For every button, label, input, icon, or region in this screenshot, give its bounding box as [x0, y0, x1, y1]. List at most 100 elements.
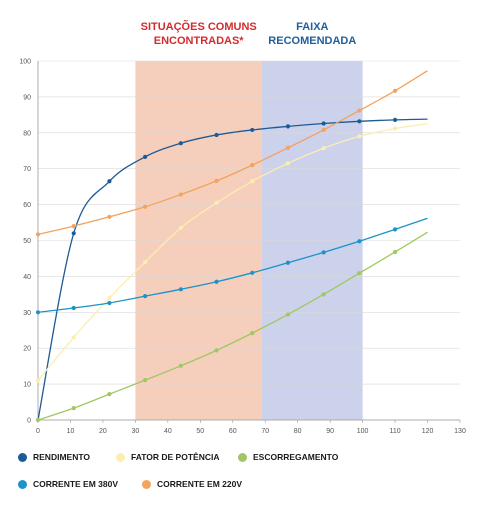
- series-line-fator-de-potencia: [37, 123, 428, 381]
- data-point-fator-de-potencia-7: [285, 161, 291, 166]
- data-point-corrente-em-380v-0: [35, 310, 41, 315]
- series-line-corrente-em-220v: [37, 70, 428, 236]
- y-tick-label-90: 90: [23, 94, 31, 101]
- data-point-corrente-em-380v-6: [250, 270, 255, 275]
- y-tick-label-30: 30: [23, 310, 31, 317]
- x-tick-label-90: 90: [326, 428, 334, 435]
- legend-marker-escorregamento: [238, 452, 247, 462]
- band-labels-layer: SITUAÇÕES COMUNS ENCONTRADAS* FAIXA RECOMEN…: [141, 20, 357, 47]
- data-point-escorregamento-6: [250, 331, 255, 336]
- legend-label-escorregamento: ESCORREGAMENTO: [253, 452, 339, 462]
- data-point-escorregamento-4: [178, 363, 183, 368]
- data-point-rendimento-2: [143, 154, 148, 159]
- data-point-fator-de-potencia-3: [143, 259, 148, 265]
- band-label-0-1: ENCONTRADAS*: [154, 35, 245, 47]
- y-tick-label-70: 70: [23, 166, 31, 173]
- data-point-corrente-em-380v-5: [214, 279, 219, 284]
- x-tick-label-100: 100: [357, 428, 369, 435]
- data-point-corrente-em-220v-2: [107, 214, 112, 219]
- series-rendimento: [37, 117, 428, 421]
- legend-marker-corrente-220v: [142, 479, 151, 489]
- data-point-corrente-em-220v-10: [392, 88, 398, 93]
- series-line-corrente-em-380v: [37, 217, 428, 313]
- data-point-escorregamento-2: [107, 392, 112, 397]
- series-layer: [35, 70, 428, 423]
- chart-plot-area: 0 10 20 30 40 50 60 70 80 90 100 0 10 20 30 40 50 60 70 80 9…: [19, 20, 466, 435]
- legend-marker-rendimento: [18, 452, 27, 462]
- data-point-corrente-em-220v-1: [71, 224, 76, 229]
- legend-label-corrente-380v: CORRENTE EM 380V: [33, 479, 119, 489]
- legend-item-corrente-220v: CORRENTE EM 220V: [142, 479, 242, 489]
- x-tick-label-50: 50: [196, 428, 204, 435]
- x-tick-label-120: 120: [422, 428, 434, 435]
- data-point-corrente-em-380v-9: [357, 239, 362, 244]
- grid-layer: [38, 60, 460, 421]
- series-fator-de-potencia: [35, 123, 428, 383]
- series-line-escorregamento: [37, 231, 428, 421]
- x-tick-label-60: 60: [229, 428, 237, 435]
- band-label-0-0: SITUAÇÕES COMUNS: [141, 20, 257, 33]
- data-point-corrente-em-380v-4: [178, 287, 183, 292]
- x-tick-label-20: 20: [99, 428, 107, 435]
- data-point-fator-de-potencia-1: [71, 335, 76, 340]
- legend-item-fator-de-potencia: FATOR DE POTÊNCIA: [116, 452, 219, 462]
- data-point-escorregamento-5: [214, 348, 219, 353]
- data-point-fator-de-potencia-5: [214, 200, 219, 205]
- legend-label-corrente-220v: CORRENTE EM 220V: [157, 479, 243, 489]
- data-point-corrente-em-380v-7: [285, 260, 291, 265]
- data-point-corrente-em-380v-2: [107, 300, 112, 306]
- series-corrente-em-220v: [35, 70, 428, 237]
- data-point-rendimento-3: [178, 141, 183, 146]
- y-tick-label-60: 60: [23, 202, 31, 209]
- y-tick-label-20: 20: [23, 346, 31, 353]
- chart-legend: RENDIMENTO FATOR DE POTÊNCIA ESCORREGAME…: [0, 440, 494, 507]
- legend-marker-corrente-380v: [18, 479, 27, 489]
- x-tick-label-30: 30: [131, 428, 139, 435]
- data-point-fator-de-potencia-4: [178, 225, 183, 231]
- data-point-escorregamento-10: [392, 249, 398, 255]
- data-point-rendimento-8: [357, 119, 362, 124]
- data-point-rendimento-7: [321, 121, 326, 126]
- x-tick-label-40: 40: [164, 428, 172, 435]
- data-point-escorregamento-3: [143, 378, 148, 383]
- band-label-1-0: FAIXA: [296, 21, 328, 33]
- x-tick-label-70: 70: [261, 428, 269, 435]
- data-point-fator-de-potencia-10: [392, 126, 398, 131]
- y-tick-label-80: 80: [23, 130, 31, 137]
- data-point-corrente-em-380v-10: [392, 227, 398, 232]
- data-point-corrente-em-380v-1: [71, 305, 76, 311]
- data-point-fator-de-potencia-8: [321, 146, 326, 151]
- data-point-escorregamento-7: [285, 312, 291, 317]
- x-tick-label-130: 130: [454, 428, 466, 435]
- data-point-escorregamento-1: [71, 406, 76, 411]
- x-tick-label-10: 10: [67, 428, 75, 435]
- data-point-corrente-em-220v-4: [178, 192, 183, 197]
- data-point-corrente-em-220v-9: [357, 108, 362, 113]
- data-point-rendimento-5: [250, 127, 255, 133]
- y-tick-label-100: 100: [19, 59, 31, 66]
- data-point-corrente-em-220v-3: [143, 204, 148, 209]
- data-point-escorregamento-9: [357, 271, 362, 276]
- x-tick-label-0: 0: [36, 428, 40, 435]
- data-point-corrente-em-380v-8: [321, 250, 326, 255]
- band-label-1-1: RECOMENDADA: [268, 35, 356, 47]
- data-point-fator-de-potencia-2: [107, 295, 112, 301]
- data-point-corrente-em-220v-6: [250, 163, 255, 168]
- data-point-corrente-em-220v-5: [214, 178, 219, 184]
- series-corrente-em-380v: [35, 217, 428, 315]
- y-tick-label-0: 0: [27, 418, 31, 425]
- data-point-corrente-em-380v-3: [143, 294, 148, 299]
- data-point-rendimento-9: [392, 117, 398, 122]
- data-point-rendimento-0: [71, 231, 76, 236]
- x-tick-label-80: 80: [294, 428, 302, 435]
- data-point-corrente-em-220v-7: [285, 145, 291, 150]
- legend-label-rendimento: RENDIMENTO: [33, 452, 90, 462]
- data-point-fator-de-potencia-9: [357, 134, 362, 139]
- y-tick-label-40: 40: [23, 274, 31, 281]
- data-point-rendimento-6: [285, 124, 291, 129]
- data-point-corrente-em-220v-8: [321, 127, 326, 133]
- data-point-fator-de-potencia-6: [250, 179, 255, 184]
- data-point-rendimento-1: [107, 179, 112, 184]
- legend-label-fator-de-potencia: FATOR DE POTÊNCIA: [131, 452, 220, 462]
- data-point-escorregamento-8: [321, 292, 326, 297]
